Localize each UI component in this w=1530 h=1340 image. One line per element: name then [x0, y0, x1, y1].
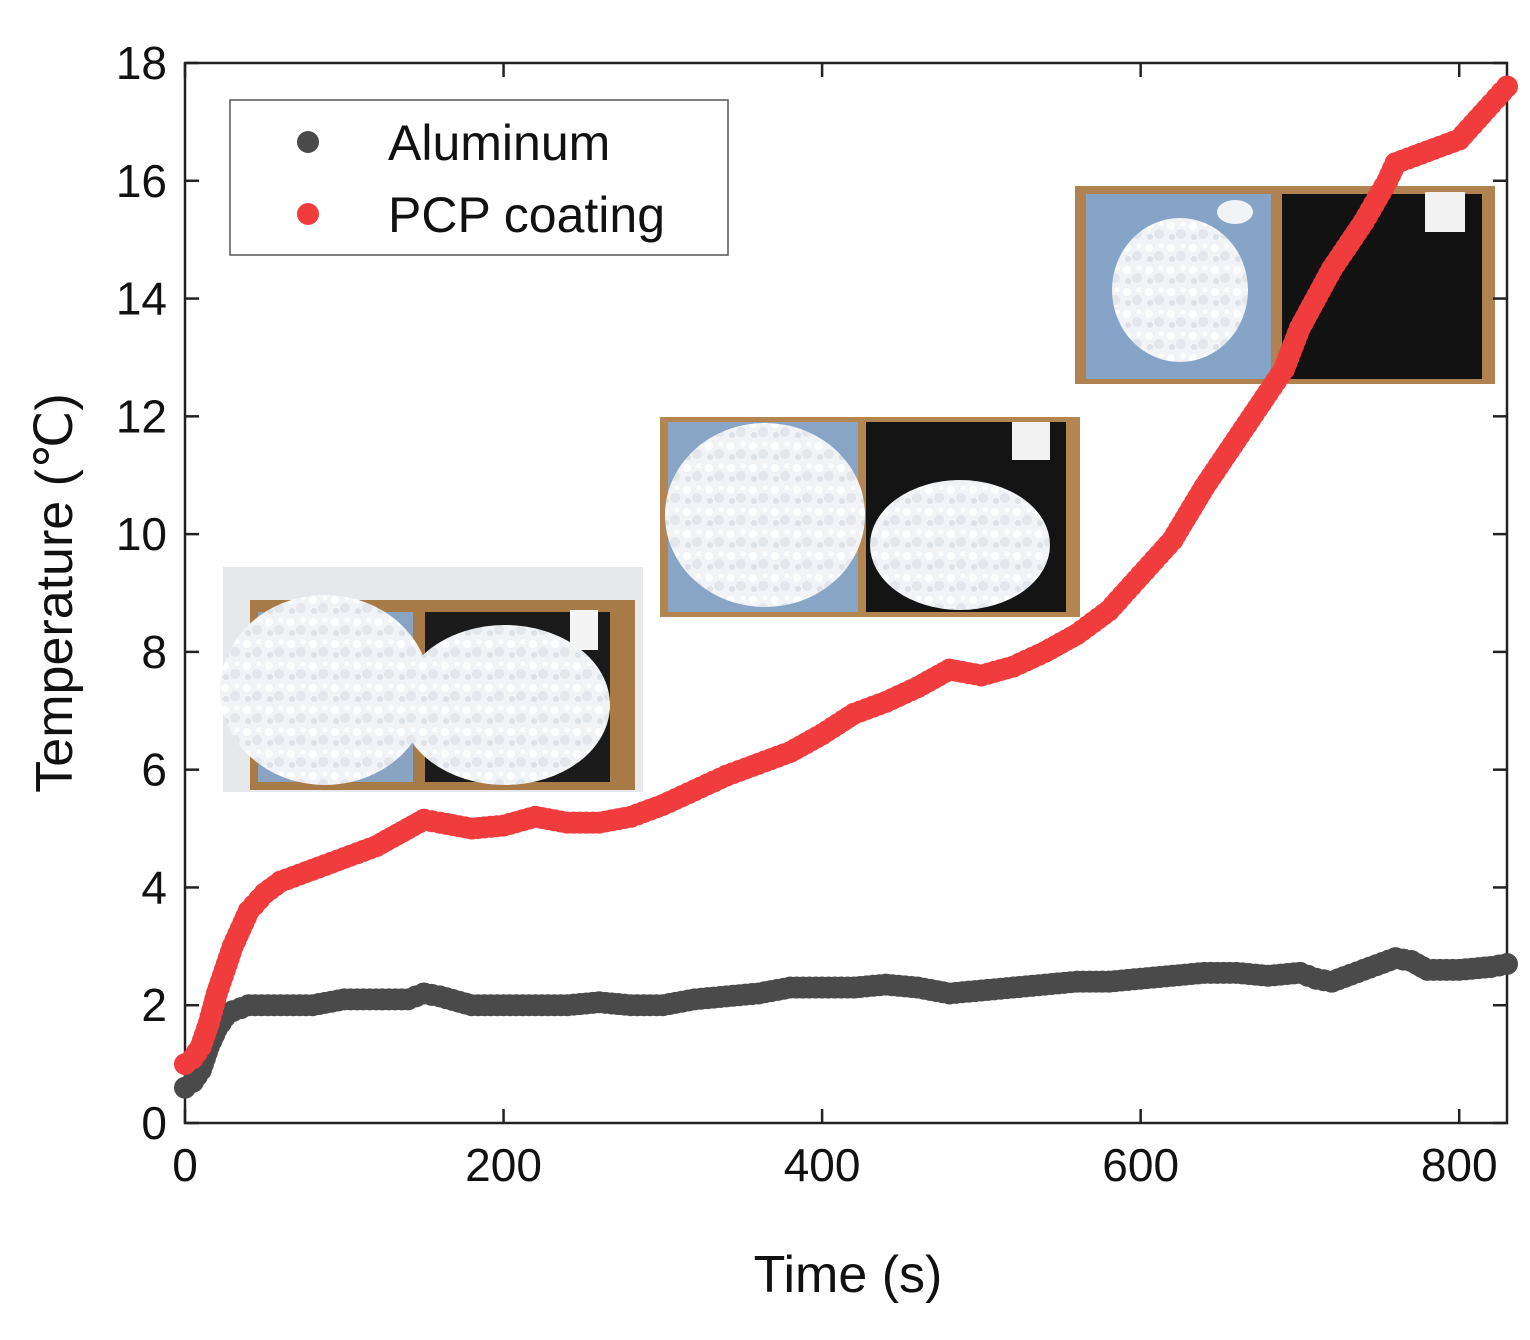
y-tick-label: 0 [141, 1097, 167, 1149]
legend-label-pcp-coating: PCP coating [388, 187, 665, 243]
legend-label-aluminum: Aluminum [388, 115, 610, 171]
y-axis-title: Temperature (℃) [26, 393, 84, 792]
legend: Aluminum PCP coating [229, 99, 729, 256]
data-layer [174, 75, 1518, 1099]
legend-marker-pcp-coating [297, 203, 319, 225]
y-tick-label: 6 [141, 744, 167, 796]
data-point [1496, 75, 1518, 98]
legend-marker-aluminum [297, 131, 319, 153]
y-tick-label: 16 [116, 155, 167, 207]
series-aluminum [174, 947, 1518, 1099]
x-tick-label: 400 [784, 1139, 861, 1191]
y-tick-label: 8 [141, 626, 167, 678]
y-tick-label: 12 [116, 390, 167, 442]
series-pcp-coating [174, 75, 1518, 1076]
axis-ticks: 0 200 400 600 800 0 2 4 6 8 10 12 14 16 18 [116, 37, 1507, 1191]
x-tick-label: 0 [172, 1139, 198, 1191]
x-tick-label: 200 [465, 1139, 542, 1191]
y-tick-label: 2 [141, 979, 167, 1031]
y-tick-label: 14 [116, 273, 167, 325]
x-axis-title: Time (s) [754, 1246, 943, 1304]
inset-photo-2 [660, 417, 1080, 617]
y-tick-label: 4 [141, 861, 167, 913]
legend-box [229, 99, 729, 256]
data-point [1496, 953, 1518, 975]
y-tick-label: 18 [116, 37, 167, 89]
x-tick-label: 600 [1102, 1139, 1179, 1191]
x-tick-label: 800 [1421, 1139, 1498, 1191]
y-tick-label: 10 [116, 508, 167, 560]
plot-area-frame [183, 61, 1509, 1125]
inset-photo-1 [220, 567, 643, 792]
